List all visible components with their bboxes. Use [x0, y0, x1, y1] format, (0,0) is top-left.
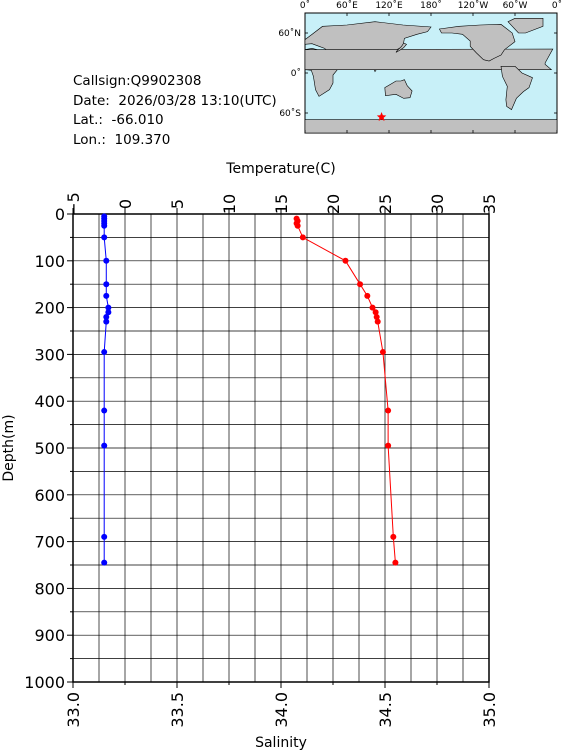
salinity-point — [101, 533, 108, 540]
map-lat-label: 0˚ — [291, 68, 301, 79]
temperature-point — [392, 559, 399, 566]
temperature-point — [342, 257, 349, 264]
chart-series — [101, 213, 399, 566]
temperature-point — [385, 442, 392, 449]
station-info: Callsign:Q9902308 Date: 2026/03/28 13:10… — [73, 72, 277, 150]
land-shape — [500, 66, 533, 111]
temperature-point — [299, 234, 306, 241]
depth-tick-label: 600 — [34, 486, 65, 505]
temperature-axis-label: Temperature(C) — [225, 161, 335, 177]
depth-tick-label: 900 — [34, 626, 65, 645]
temperature-line — [296, 218, 396, 563]
temperature-point — [372, 309, 379, 316]
salinity-point — [103, 257, 110, 264]
temperature-tick-label: 10 — [220, 194, 239, 214]
depth-tick-label: 500 — [34, 439, 65, 458]
temperature-tick-label: 5 — [168, 199, 187, 209]
temperature-tick-label: 30 — [428, 194, 447, 214]
latitude-text: Lat.: -66.010 — [73, 112, 164, 128]
salinity-point — [103, 318, 110, 325]
map-lon-label: 120˚W — [458, 0, 489, 11]
depth-tick-label: 400 — [34, 392, 65, 411]
map-labels: 0˚ 60˚E 120˚E 180˚ 120˚W 60˚W 0˚ 60˚N 0˚ 60˚S — [278, 0, 562, 119]
salinity-point — [101, 442, 108, 449]
depth-tick-label: 100 — [34, 252, 65, 271]
temperature-point — [364, 292, 371, 299]
salinity-axis-label: Salinity — [255, 735, 307, 751]
salinity-point — [101, 349, 108, 356]
map-lon-label: 120˚E — [375, 0, 403, 11]
land-shape — [438, 24, 516, 62]
salinity-point — [103, 292, 110, 299]
temperature-point — [369, 304, 376, 311]
salinity-point — [101, 407, 108, 414]
salinity-point — [103, 313, 110, 320]
map-lon-label: 0˚ — [552, 0, 562, 11]
depth-tick-label: 300 — [34, 345, 65, 364]
callsign-text: Callsign:Q9902308 — [73, 73, 202, 89]
station-marker — [376, 112, 387, 122]
salinity-point — [105, 304, 112, 311]
map-lon-label: 60˚W — [503, 0, 528, 11]
land-shape — [384, 79, 413, 99]
salinity-tick-label: 35.0 — [480, 692, 499, 728]
longitude-text: Lon.: 109.370 — [73, 131, 171, 148]
salinity-tick-label: 33.0 — [64, 692, 83, 728]
salinity-tick-label: 34.5 — [376, 692, 395, 728]
temperature-point — [379, 349, 386, 356]
map-lat-label: 60˚N — [278, 28, 301, 39]
salinity-point — [101, 222, 108, 229]
date-text: Date: 2026/03/28 13:10(UTC) — [73, 92, 277, 109]
salinity-tick-label: 34.0 — [272, 692, 291, 728]
temperature-point — [374, 318, 381, 325]
salinity-tick-label: 33.5 — [168, 692, 187, 728]
salinity-point — [101, 234, 108, 241]
salinity-line — [103, 216, 109, 563]
salinity-point — [103, 281, 110, 288]
temperature-tick-label: 35 — [480, 194, 499, 214]
depth-tick-label: 700 — [34, 533, 65, 552]
station-star-icon — [376, 112, 387, 122]
temperature-point — [294, 222, 301, 229]
map-lat-label: 60˚S — [279, 108, 301, 119]
temperature-tick-label: 15 — [272, 194, 291, 214]
depth-axis-label: Depth(m) — [1, 414, 17, 481]
temperature-point — [357, 281, 364, 288]
land-shape — [395, 42, 407, 53]
map-lon-label: 180˚ — [420, 0, 442, 11]
map-lon-label: 0˚ — [300, 0, 310, 11]
salinity-point — [105, 309, 112, 316]
temperature-point — [385, 407, 392, 414]
world-map: 0˚ 60˚E 120˚E 180˚ 120˚W 60˚W 0˚ 60˚N 0˚ 60˚S — [278, 0, 562, 134]
depth-tick-label: 200 — [34, 299, 65, 318]
map-land — [304, 18, 558, 134]
temperature-tick-label: 0 — [116, 199, 135, 209]
temperature-tick-label: −5 — [64, 192, 83, 216]
depth-tick-label: 1000 — [24, 673, 65, 692]
temperature-tick-label: 25 — [376, 194, 395, 214]
salinity-point — [101, 559, 108, 566]
land-shape — [507, 18, 544, 34]
depth-tick-label: 800 — [34, 579, 65, 598]
map-graticule — [304, 13, 558, 133]
chart-grid — [72, 213, 490, 683]
temperature-tick-label: 20 — [324, 194, 343, 214]
temperature-point — [390, 533, 397, 540]
depth-tick-label: 0 — [55, 205, 65, 224]
map-lon-label: 60˚E — [336, 0, 358, 11]
temperature-point — [373, 313, 380, 320]
